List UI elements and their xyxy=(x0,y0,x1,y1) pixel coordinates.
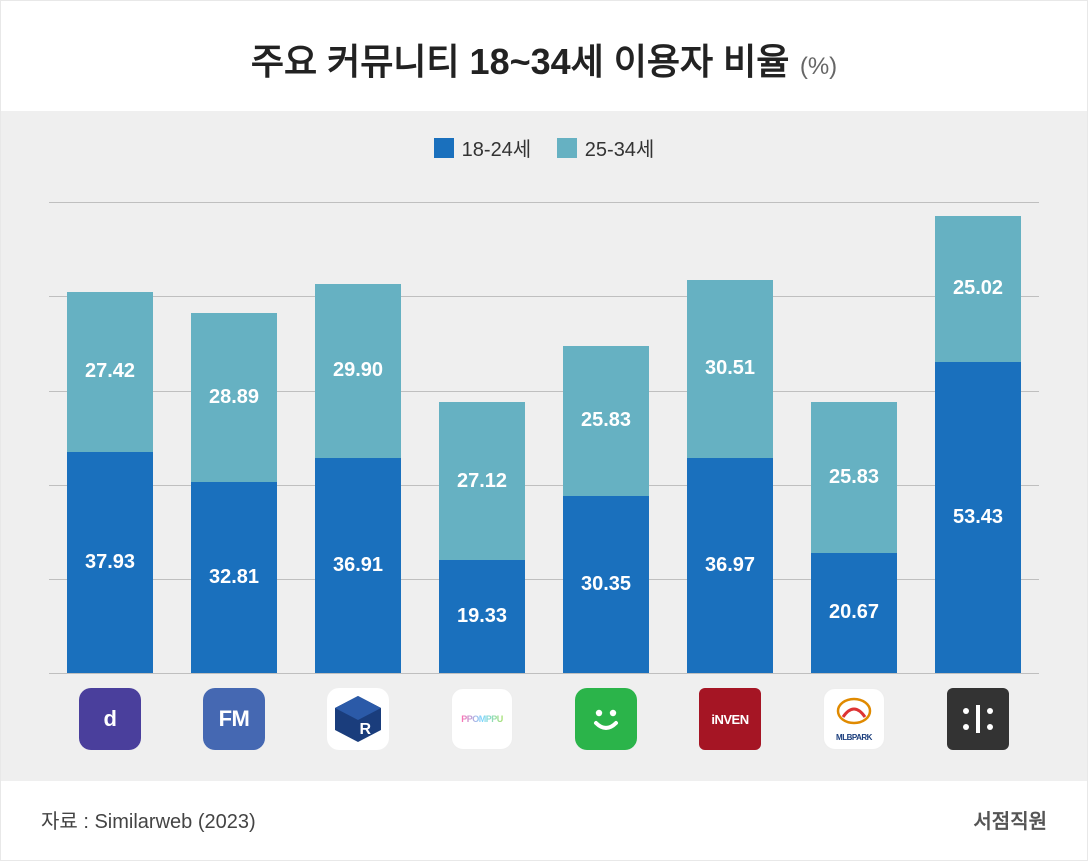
title-area: 주요 커뮤니티 18~34세 이용자 비율 (%) xyxy=(1,1,1087,111)
x-axis-icons: d FM R PPOMPPU iNVEN MLBPARK xyxy=(49,673,1039,751)
footer: 자료 : Similarweb (2023) 서점직원 xyxy=(1,781,1087,860)
site-icon: iNVEN xyxy=(687,687,773,751)
site-icon-box: R xyxy=(327,688,389,750)
plot-area: 27.4237.93 28.8932.81 29.9036.91 27.1219.33… xyxy=(49,178,1039,674)
bar-column: 28.8932.81 xyxy=(191,178,277,674)
legend-swatch-25-34 xyxy=(557,138,577,158)
bars-container: 27.4237.93 28.8932.81 29.9036.91 27.1219.33… xyxy=(49,178,1039,674)
bar-segment-18-24: 20.67 xyxy=(811,553,897,673)
site-icon-box xyxy=(947,688,1009,750)
bar-segment-25-34: 25.83 xyxy=(811,402,897,553)
site-icon-box: MLBPARK xyxy=(823,688,885,750)
bar-column: 29.9036.91 xyxy=(315,178,401,674)
bar-segment-25-34: 30.51 xyxy=(687,280,773,458)
site-icon-box xyxy=(575,688,637,750)
chart-card: 주요 커뮤니티 18~34세 이용자 비율 (%) 18-24세 25-34세 … xyxy=(0,0,1088,861)
legend-item-25-34: 25-34세 xyxy=(557,133,655,162)
bar-column: 25.8320.67 xyxy=(811,178,897,674)
site-icon xyxy=(935,687,1021,751)
bar-column: 30.5136.97 xyxy=(687,178,773,674)
legend-label-18-24: 18-24세 xyxy=(462,133,532,162)
legend-swatch-18-24 xyxy=(434,138,454,158)
site-icon: d xyxy=(67,687,153,751)
bar-segment-25-34: 28.89 xyxy=(191,313,277,481)
site-icon: MLBPARK xyxy=(811,687,897,751)
bar-segment-25-34: 25.02 xyxy=(935,216,1021,362)
bar-column: 25.8330.35 xyxy=(563,178,649,674)
bar-column: 27.4237.93 xyxy=(67,178,153,674)
site-icon: FM xyxy=(191,687,277,751)
chart-area: 18-24세 25-34세 27.4237.9328.8932.8129.903… xyxy=(1,111,1087,781)
site-icon: PPOMPPU xyxy=(439,687,525,751)
bar-segment-25-34: 27.42 xyxy=(67,292,153,452)
chart-title: 주요 커뮤니티 18~34세 이용자 비율 xyxy=(251,41,790,82)
legend: 18-24세 25-34세 xyxy=(49,133,1039,164)
bar-segment-18-24: 37.93 xyxy=(67,452,153,673)
site-icon xyxy=(563,687,649,751)
bar-segment-25-34: 25.83 xyxy=(563,346,649,497)
site-icon-box: d xyxy=(79,688,141,750)
bar-segment-18-24: 36.91 xyxy=(315,458,401,673)
bar-segment-25-34: 29.90 xyxy=(315,284,401,458)
site-icon-box: PPOMPPU xyxy=(451,688,513,750)
bar-segment-18-24: 19.33 xyxy=(439,560,525,673)
gridline xyxy=(49,673,1039,674)
bar-column: 27.1219.33 xyxy=(439,178,525,674)
bar-column: 25.0253.43 xyxy=(935,178,1021,674)
legend-item-18-24: 18-24세 xyxy=(434,133,532,162)
legend-label-25-34: 25-34세 xyxy=(585,133,655,162)
source-label: 자료 : Similarweb (2023) xyxy=(41,805,256,834)
bar-segment-18-24: 32.81 xyxy=(191,482,277,673)
site-icon-box: iNVEN xyxy=(699,688,761,750)
bar-segment-25-34: 27.12 xyxy=(439,402,525,560)
bar-segment-18-24: 30.35 xyxy=(563,496,649,673)
bar-segment-18-24: 53.43 xyxy=(935,362,1021,673)
chart-title-unit: (%) xyxy=(800,53,837,80)
bar-segment-18-24: 36.97 xyxy=(687,458,773,674)
credit-label: 서점직원 xyxy=(973,805,1047,834)
svg-text:R: R xyxy=(359,721,371,738)
site-icon: R xyxy=(315,687,401,751)
site-icon-box: FM xyxy=(203,688,265,750)
